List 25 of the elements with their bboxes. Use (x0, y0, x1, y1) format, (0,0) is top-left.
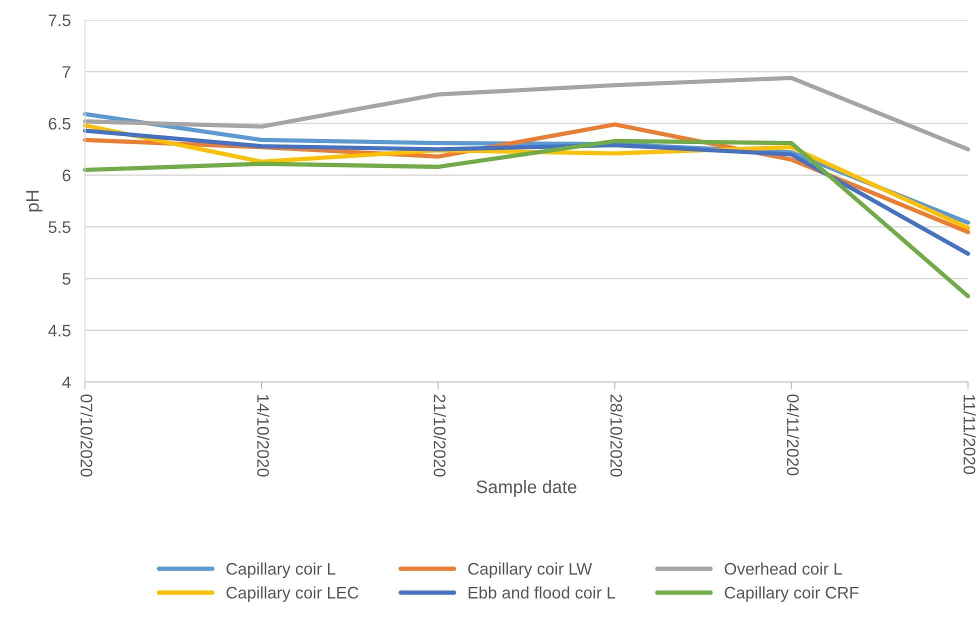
legend-label: Capillary coir LW (468, 562, 592, 578)
legend-label: Capillary coir CRF (724, 586, 858, 602)
y-tick-label: 4 (62, 376, 71, 388)
line-series (82, 128, 970, 256)
x-tick-label: 04/11/2020 (786, 394, 800, 476)
y-tick-label: 7 (62, 66, 70, 78)
x-tick-label: 21/10/2020 (434, 394, 446, 477)
legend-label: Capillary coir LEC (226, 586, 358, 602)
y-tick-label: 5 (62, 273, 70, 285)
x-tick-label: 07/10/2020 (80, 394, 93, 477)
line-series (82, 138, 970, 298)
x-axis-title: Sample date (476, 480, 576, 497)
x-tick-label: 14/10/2020 (257, 395, 270, 477)
y-tick-label: 5.5 (48, 221, 70, 234)
legend-label: Ebb and flood coir L (468, 586, 616, 599)
x-tick-label: 28/10/2020 (610, 394, 623, 477)
y-tick-label: 4.5 (48, 324, 70, 336)
y-axis-title: pH (26, 190, 42, 212)
legend-label: Capillary coir L (226, 562, 336, 578)
x-tick-label: 11/11/2020 (964, 395, 976, 474)
legend-label: Overhead coir L (724, 562, 842, 575)
y-tick-label: 7.5 (48, 14, 70, 26)
line-series (82, 76, 970, 152)
y-tick-label: 6 (62, 170, 70, 182)
y-tick-label: 6.5 (48, 118, 70, 130)
